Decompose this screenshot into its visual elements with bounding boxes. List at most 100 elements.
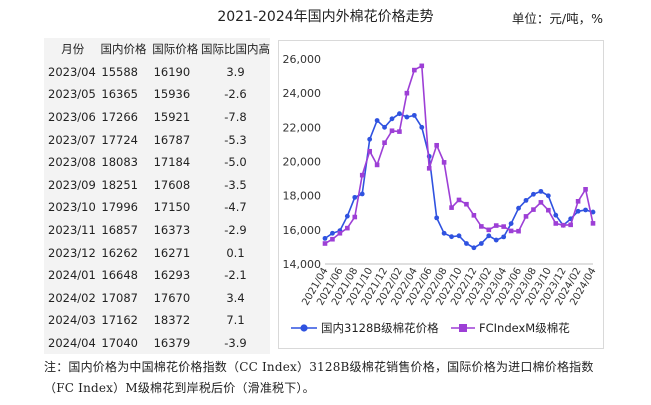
data-point	[367, 136, 373, 142]
table-cell: 7.1	[226, 313, 245, 328]
table-row: 2023/04 15588 16190 3.9	[44, 61, 270, 84]
data-point	[583, 207, 588, 213]
data-point	[345, 225, 350, 231]
table-cell: -2.1	[224, 268, 247, 283]
table-cell: 16293	[153, 268, 191, 283]
table-cell: -2.6	[224, 87, 247, 102]
data-point	[449, 205, 454, 210]
data-point	[471, 213, 477, 218]
data-point	[330, 230, 335, 236]
table-cell: 18083	[101, 155, 138, 170]
data-point	[352, 214, 358, 220]
table-cell: 16271	[153, 245, 191, 260]
data-point	[538, 188, 544, 194]
table-row: 2023/07 17724 16787 -5.3	[44, 128, 270, 151]
table-row: 2023/08 18083 17184 -5.0	[44, 151, 270, 174]
table-cell: 16373	[153, 223, 191, 238]
table-cell: -3.9	[224, 336, 247, 351]
data-point	[560, 222, 566, 228]
table-cell: 2023/08	[48, 155, 96, 170]
legend-label: FCIndexM级棉花	[479, 321, 570, 335]
data-point	[546, 207, 551, 213]
data-point	[493, 237, 499, 243]
data-point	[575, 208, 581, 214]
data-point	[322, 235, 328, 241]
price-line-chart: 14,000 16,000 18,000 20,000 22,000 24,000 26,0…	[278, 40, 604, 349]
y-tick-label: 26,000	[283, 53, 322, 66]
data-point	[531, 191, 536, 197]
series-line	[324, 64, 594, 245]
data-point	[389, 128, 395, 134]
data-point	[568, 222, 573, 228]
data-point	[493, 223, 499, 228]
table-cell: 2023/12	[48, 245, 96, 260]
table-cell: 16262	[101, 245, 138, 260]
table-cell: 17266	[101, 110, 138, 125]
table-cell: 17724	[101, 132, 138, 147]
table-row: 2023/12 16262 16271 0.1	[44, 241, 270, 264]
data-point	[553, 212, 559, 218]
table-cell: 17150	[153, 200, 191, 215]
data-point	[523, 214, 529, 219]
data-point	[330, 236, 335, 242]
table-cell: 17996	[101, 200, 138, 215]
data-point	[404, 90, 410, 96]
table-cell: 18372	[153, 313, 191, 328]
data-point	[374, 162, 380, 168]
table-cell: 2023/07	[48, 132, 96, 147]
data-point	[456, 197, 462, 203]
data-point	[426, 166, 432, 171]
data-point	[464, 241, 469, 246]
table-cell: 0.1	[226, 245, 245, 260]
data-point	[553, 221, 559, 226]
column-header: 月份	[61, 42, 85, 57]
table-cell: 2023/11	[48, 223, 96, 238]
table-cell: 2023/09	[48, 177, 96, 192]
table-cell: -5.0	[224, 155, 247, 170]
data-point	[441, 160, 447, 165]
chart-svg: 14,000 16,000 18,000 20,000 22,000 24,000 26,0…	[283, 53, 599, 335]
data-point	[449, 234, 454, 240]
data-point	[508, 228, 514, 234]
legend-label: 国内3128B级棉花价格	[321, 321, 439, 335]
table-cell: 2023/06	[48, 110, 96, 125]
data-point	[464, 201, 469, 207]
table-cell: 17670	[153, 290, 191, 305]
data-point	[352, 194, 358, 200]
legend-marker	[459, 324, 467, 332]
table-cell: 17608	[153, 177, 191, 192]
unit-label: 单位：元/吨，%	[511, 11, 603, 26]
y-tick-label: 18,000	[283, 190, 322, 203]
table-cell: 16379	[153, 336, 191, 351]
data-point	[575, 199, 581, 204]
table-cell: 2023/10	[48, 200, 96, 215]
data-point	[412, 67, 417, 73]
data-point	[538, 200, 544, 205]
data-point	[374, 118, 380, 123]
table-row: 2024/01 16648 16293 -2.1	[44, 264, 270, 287]
price-table: 月份 国内价格 国际价格 国际比国内高 2023/04 15588 16190 3.9…	[44, 38, 270, 355]
data-point	[531, 207, 536, 212]
table-cell: -3.5	[224, 177, 247, 192]
table-cell: 17087	[101, 290, 138, 305]
data-point	[434, 142, 439, 148]
data-point	[389, 116, 395, 122]
table-row: 2023/11 16857 16373 -2.9	[44, 219, 270, 242]
table-cell: -7.8	[224, 110, 247, 125]
table-cell: 16365	[101, 87, 138, 102]
table-cell: 17184	[153, 155, 191, 170]
data-point	[382, 124, 387, 130]
data-point	[456, 233, 462, 239]
table-cell: -4.7	[224, 200, 247, 215]
table-cell: 2024/03	[48, 313, 96, 328]
table-cell: 2024/04	[48, 336, 96, 351]
data-point	[397, 111, 402, 117]
data-point	[397, 129, 402, 134]
table-cell: -2.9	[224, 223, 247, 238]
table-cell: 15936	[153, 87, 191, 102]
table-row: 2024/04 17040 16379 -3.9	[44, 332, 270, 355]
data-point	[508, 221, 514, 226]
table-cell: 15921	[153, 110, 191, 125]
data-point	[590, 209, 596, 215]
data-point	[382, 140, 387, 146]
